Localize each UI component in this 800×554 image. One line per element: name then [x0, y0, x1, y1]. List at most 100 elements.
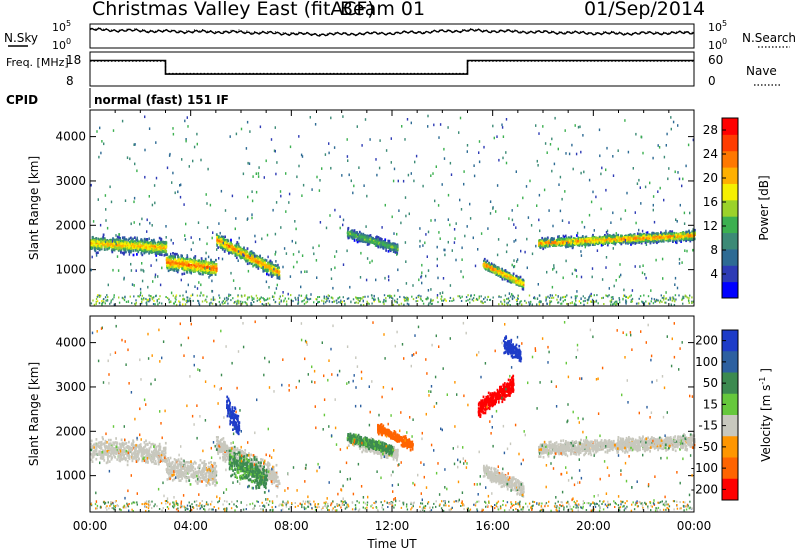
power-cell [165, 225, 167, 228]
power-cell [350, 300, 352, 304]
power-cell [186, 255, 189, 259]
power-cell [645, 231, 648, 235]
power-cell [369, 138, 371, 141]
power-cell [119, 239, 122, 243]
power-cell [243, 251, 246, 255]
power-cell [384, 203, 386, 207]
power-cell [334, 266, 336, 270]
power-cell [396, 243, 399, 246]
power-cell [627, 234, 630, 238]
power-cell [94, 244, 97, 248]
power-cell [147, 285, 149, 289]
power-cell [117, 269, 120, 272]
power-cell [183, 203, 185, 206]
power-cell [200, 283, 202, 287]
power-cell [209, 274, 211, 277]
power-cell [578, 243, 581, 246]
power-cell [586, 240, 589, 244]
noise-right-tick-high: 105 [708, 19, 727, 34]
power-cell [580, 250, 582, 253]
power-cell [150, 264, 152, 267]
power-cell [333, 146, 336, 149]
power-cell [171, 263, 174, 266]
power-cell [665, 238, 668, 242]
power-cell [135, 269, 137, 272]
power-cell [252, 264, 254, 268]
power-cell [194, 262, 197, 266]
power-cell [680, 235, 682, 238]
power-cell [328, 142, 330, 145]
power-cell [546, 240, 548, 244]
power-cell [505, 270, 508, 274]
power-cell [349, 232, 352, 236]
power-cell [355, 231, 358, 234]
power-cell [631, 289, 634, 292]
power-cell [687, 234, 690, 237]
power-cell [394, 251, 397, 254]
power-cell [535, 244, 537, 248]
power-cell [328, 300, 331, 303]
power-cell [486, 264, 488, 268]
power-cell [108, 240, 111, 243]
power-cell [558, 235, 560, 238]
power-cell [494, 271, 496, 275]
power-cell [404, 138, 406, 141]
power-cell [600, 172, 602, 176]
power-cell [376, 236, 379, 240]
power-cell [584, 239, 587, 243]
power-cell [557, 235, 559, 239]
power-cell [207, 268, 210, 272]
power-cell [491, 269, 494, 273]
power-cell [572, 237, 575, 240]
power-cell [97, 247, 100, 250]
power-cell [296, 260, 298, 264]
power-cell [521, 285, 524, 289]
power-cell [266, 233, 269, 237]
power-cell [553, 244, 556, 247]
power-cell [395, 248, 397, 252]
power-cell [373, 294, 375, 298]
power-cell [505, 273, 508, 276]
power-cell [622, 241, 625, 244]
power-cell [328, 151, 330, 155]
power-cell [171, 265, 174, 269]
power-cell [516, 281, 518, 284]
power-cell [113, 248, 116, 252]
power-cell [401, 125, 403, 128]
power-cell [235, 256, 238, 260]
noise-series-nsearch [89, 27, 695, 37]
power-cell [157, 246, 159, 249]
power-cell [372, 241, 375, 244]
power-cell [190, 260, 193, 263]
power-cell [246, 259, 249, 263]
power-cell [262, 270, 265, 273]
power-cell [257, 256, 259, 260]
power-cell [353, 239, 356, 242]
power-cell [538, 239, 541, 242]
power-cell [144, 249, 147, 252]
power-cell [96, 239, 99, 243]
power-cell [242, 248, 245, 252]
power-cell [300, 270, 302, 274]
power-cell [539, 246, 542, 249]
power-cell [275, 270, 278, 274]
power-cell [382, 245, 384, 249]
power-cell [645, 233, 648, 236]
power-cell [679, 233, 682, 237]
power-cell [210, 268, 212, 271]
power-cell [205, 262, 208, 266]
power-cell [646, 237, 648, 240]
power-cell [377, 245, 380, 249]
power-cell [552, 268, 554, 271]
power-cell [171, 181, 173, 184]
power-cell [647, 236, 650, 240]
power-cell [576, 241, 579, 245]
power-cell [105, 241, 108, 244]
power-cell [427, 289, 430, 292]
power-cell [612, 233, 615, 237]
power-cell [148, 243, 151, 247]
power-cell [552, 244, 554, 247]
power-cell [435, 165, 437, 168]
power-cell [392, 179, 395, 183]
